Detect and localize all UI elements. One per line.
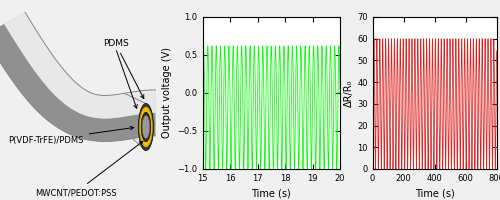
Ellipse shape — [138, 104, 154, 150]
Ellipse shape — [141, 112, 151, 142]
Polygon shape — [0, 24, 156, 141]
Text: PDMS: PDMS — [102, 39, 144, 99]
Ellipse shape — [140, 107, 152, 147]
X-axis label: Time (s): Time (s) — [252, 188, 291, 198]
Polygon shape — [0, 12, 156, 141]
Text: MWCNT/PEDOT:PSS: MWCNT/PEDOT:PSS — [35, 141, 143, 197]
X-axis label: Time (s): Time (s) — [414, 188, 455, 198]
Y-axis label: Output voltage (V): Output voltage (V) — [162, 47, 172, 138]
Text: P(VDF-TrFE)/PDMS: P(VDF-TrFE)/PDMS — [8, 126, 134, 144]
Y-axis label: ΔR/R₀: ΔR/R₀ — [344, 79, 354, 107]
Polygon shape — [4, 12, 156, 118]
Ellipse shape — [142, 116, 150, 138]
